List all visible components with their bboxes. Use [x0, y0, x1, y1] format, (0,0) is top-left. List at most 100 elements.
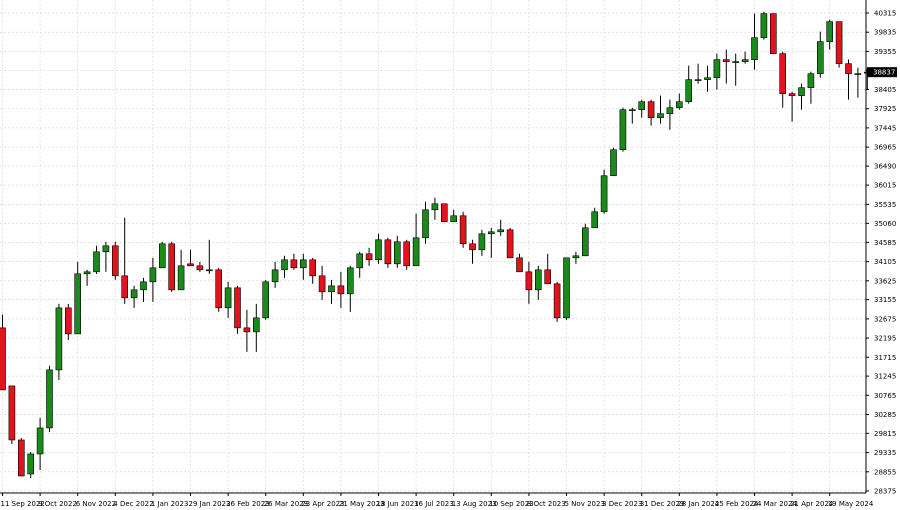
candle-body-up — [685, 79, 693, 102]
candle — [779, 51, 787, 108]
candle-body-up — [83, 271, 91, 275]
y-tick-label: 29335 — [874, 449, 896, 457]
candle — [769, 13, 777, 54]
candle-body-up — [140, 281, 147, 291]
candle-body-down — [0, 327, 6, 391]
candle — [159, 241, 166, 269]
candle-body-up — [713, 59, 721, 78]
x-tick-label: 6 Nov 2022 — [76, 500, 116, 508]
candle — [36, 417, 44, 470]
candle — [732, 53, 740, 86]
candle — [713, 53, 721, 90]
candle — [168, 241, 175, 292]
candle — [187, 249, 194, 267]
candle-body-up — [431, 203, 439, 211]
candle — [356, 251, 364, 278]
candle-body-up — [149, 267, 157, 283]
candle-body-up — [675, 101, 683, 108]
candle-body-down — [553, 283, 561, 319]
candle-body-down — [647, 101, 655, 118]
y-tick-label: 32675 — [874, 315, 896, 323]
candle — [299, 253, 307, 280]
candle-body-up — [253, 317, 260, 333]
candle-body-down — [8, 385, 16, 441]
candle-body-down — [845, 63, 852, 74]
candle-body-up — [732, 61, 740, 63]
candle-body-down — [459, 215, 467, 245]
y-tick-label: 36015 — [874, 182, 896, 190]
candle — [149, 257, 157, 302]
candle — [140, 277, 147, 302]
candle — [365, 247, 373, 266]
candle-body-up — [262, 281, 270, 319]
candle — [290, 253, 298, 270]
x-tick-label: 25 Feb 2024 — [715, 500, 759, 508]
candle-body-up — [826, 21, 834, 42]
candle — [346, 265, 354, 312]
candle — [704, 65, 711, 92]
y-tick-label: 37925 — [874, 105, 896, 113]
candle — [281, 255, 288, 278]
candle-body-down — [17, 439, 25, 477]
y-tick-label: 31245 — [874, 373, 896, 381]
candle — [581, 223, 589, 257]
x-tick-label: 23 Apr 2023 — [301, 500, 344, 508]
y-tick-label: 38405 — [874, 86, 896, 94]
candle-body-down — [196, 265, 204, 271]
candle-body-down — [788, 93, 796, 96]
candle-body-down — [215, 269, 222, 309]
candle — [74, 261, 81, 335]
candle — [393, 235, 401, 268]
y-tick-label: 29815 — [874, 430, 896, 438]
candle — [422, 201, 429, 244]
candle-body-up — [356, 253, 364, 269]
candle-body-down — [365, 253, 373, 261]
candle-body-down — [779, 53, 787, 94]
candle — [760, 11, 768, 40]
candle-body-up — [102, 245, 110, 253]
y-tick-label: 34105 — [874, 258, 896, 266]
candle-body-up — [694, 79, 702, 81]
candle — [478, 229, 486, 256]
candle — [694, 63, 702, 84]
candle-body-up — [487, 231, 495, 235]
candle — [196, 261, 204, 272]
candle — [243, 309, 251, 352]
x-tick-label: 26 Feb 2023 — [226, 500, 270, 508]
candle — [741, 51, 749, 64]
x-tick-label: 21 Apr 2024 — [790, 500, 834, 508]
candle — [807, 71, 815, 104]
candle-body-up — [46, 369, 53, 429]
candle-body-up — [159, 243, 166, 269]
candle — [27, 451, 35, 478]
candle — [234, 285, 241, 334]
candle-body-up — [704, 77, 711, 80]
candle-body-up — [177, 265, 185, 291]
y-tick-label: 33625 — [874, 277, 896, 285]
candle — [46, 365, 53, 432]
candle-body-up — [657, 113, 664, 118]
last-price-tag: 38837 — [867, 67, 897, 78]
candle-body-down — [440, 203, 448, 223]
candle — [788, 91, 796, 122]
candle — [835, 21, 843, 68]
x-tick-label: 5 Nov 2023 — [565, 500, 605, 508]
candle-body-up — [27, 453, 35, 475]
candle — [600, 169, 608, 214]
candle-body-up — [854, 73, 862, 75]
candle-body-down — [168, 243, 175, 291]
candle — [845, 59, 852, 100]
x-tick-label: 21 May 2023 — [339, 500, 385, 508]
y-tick-label: 30285 — [874, 411, 896, 419]
candle — [215, 267, 222, 312]
candle — [675, 93, 683, 110]
candle-body-down — [769, 13, 777, 54]
candle — [177, 249, 185, 291]
x-tick-label: 3 Dec 2023 — [602, 500, 642, 508]
candle — [328, 279, 335, 304]
candle-body-down — [187, 263, 194, 267]
